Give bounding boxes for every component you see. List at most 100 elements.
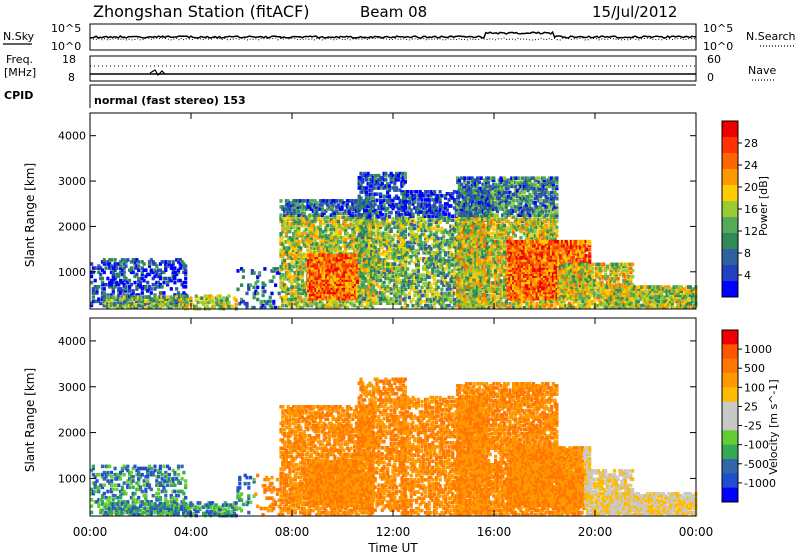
heatmap-cell	[337, 274, 341, 278]
heatmap-cell	[320, 305, 324, 310]
heatmap-cell	[138, 285, 143, 289]
heatmap-cell	[431, 291, 435, 296]
heatmap-cell	[312, 282, 316, 286]
heatmap-cell	[316, 267, 320, 272]
heatmap-cell	[409, 214, 413, 218]
heatmap-cell	[113, 262, 117, 266]
heatmap-cell	[398, 227, 402, 231]
heatmap-cell	[184, 270, 188, 275]
heatmap-cell	[304, 244, 308, 248]
heatmap-cell	[119, 270, 123, 275]
heatmap-cell	[443, 305, 448, 310]
heatmap-cell	[470, 233, 474, 238]
heatmap-cell	[457, 209, 462, 213]
heatmap-cell	[366, 247, 370, 252]
heatmap-cell	[293, 211, 297, 215]
heatmap-cell	[311, 223, 315, 228]
heatmap-cell	[325, 267, 329, 272]
heatmap-cell	[109, 264, 114, 268]
heatmap-cell	[398, 229, 402, 233]
heatmap-cell	[309, 229, 314, 234]
heatmap-cell	[429, 303, 433, 308]
heatmap-cell	[320, 244, 324, 248]
heatmap-cell	[307, 274, 311, 278]
heatmap-cell	[375, 274, 379, 279]
heatmap-cell	[118, 305, 123, 310]
heatmap-cell	[335, 234, 339, 238]
heatmap-cell	[290, 279, 294, 283]
heatmap-cell	[327, 253, 331, 258]
heatmap-cell	[325, 292, 329, 297]
heatmap-cell	[407, 202, 411, 206]
heatmap-cell	[422, 251, 426, 255]
heatmap-cell	[467, 287, 471, 292]
heatmap-cell	[431, 289, 435, 294]
heatmap-cell	[292, 238, 296, 242]
heatmap-cell	[382, 217, 386, 221]
heatmap-cell	[286, 254, 290, 259]
heatmap-cell	[436, 214, 440, 218]
heatmap-cell	[158, 301, 162, 306]
heatmap-cell	[300, 299, 305, 304]
heatmap-cell	[384, 254, 388, 258]
heatmap-cell	[395, 202, 399, 207]
heatmap-cell	[311, 215, 315, 220]
heatmap-cell	[352, 265, 356, 270]
heatmap-cell	[306, 219, 310, 224]
heatmap-cell	[131, 301, 135, 306]
heatmap-cell	[451, 228, 455, 233]
heatmap-cell	[379, 206, 383, 211]
heatmap-cell	[457, 203, 462, 207]
heatmap-cell	[310, 292, 314, 297]
heatmap-cell	[384, 239, 388, 244]
heatmap-cell	[113, 285, 117, 289]
heatmap-cell	[384, 297, 388, 301]
heatmap-cell	[411, 273, 415, 277]
heatmap-cell	[354, 261, 358, 266]
heatmap-cell	[336, 276, 340, 280]
heatmap-cell	[353, 250, 357, 254]
heatmap-cell	[138, 276, 143, 281]
heatmap-cell	[451, 214, 455, 218]
heatmap-cell	[109, 280, 114, 285]
heatmap-cell	[436, 295, 440, 300]
heatmap-cell	[409, 232, 413, 237]
heatmap-cell	[306, 223, 310, 228]
heatmap-cell	[327, 246, 332, 250]
heatmap-cell	[359, 237, 363, 242]
heatmap-cell	[320, 211, 324, 215]
heatmap-cell	[386, 190, 390, 194]
heatmap-cell	[413, 261, 417, 265]
heatmap-cell	[472, 213, 476, 217]
heatmap-cell	[368, 213, 372, 217]
heatmap-cell	[91, 287, 95, 291]
heatmap-cell	[281, 275, 285, 279]
heatmap-cell	[320, 201, 324, 205]
heatmap-cell	[343, 280, 347, 284]
heatmap-cell	[337, 261, 341, 266]
heatmap-cell	[171, 262, 175, 266]
heatmap-cell	[118, 299, 123, 304]
heatmap-cell	[366, 213, 370, 217]
heatmap-cell	[389, 229, 393, 233]
heatmap-cell	[182, 294, 186, 298]
heatmap-cell	[418, 293, 422, 298]
heatmap-cell	[442, 257, 446, 261]
heatmap-cell	[318, 282, 322, 286]
heatmap-cell	[283, 213, 287, 217]
heatmap-cell	[173, 297, 177, 301]
heatmap-cell	[461, 297, 465, 302]
heatmap-cell	[442, 273, 446, 277]
heatmap-cell	[106, 297, 110, 301]
heatmap-cell	[466, 196, 471, 201]
heatmap-cell	[456, 201, 460, 205]
heatmap-cell	[349, 223, 353, 228]
heatmap-cell	[324, 244, 328, 248]
heatmap-cell	[438, 257, 442, 261]
heatmap-cell	[311, 250, 315, 254]
heatmap-cell	[329, 250, 333, 254]
heatmap-cell	[409, 208, 413, 212]
heatmap-cell	[290, 252, 294, 257]
heatmap-cell	[336, 221, 341, 226]
heatmap-cell	[297, 203, 301, 207]
